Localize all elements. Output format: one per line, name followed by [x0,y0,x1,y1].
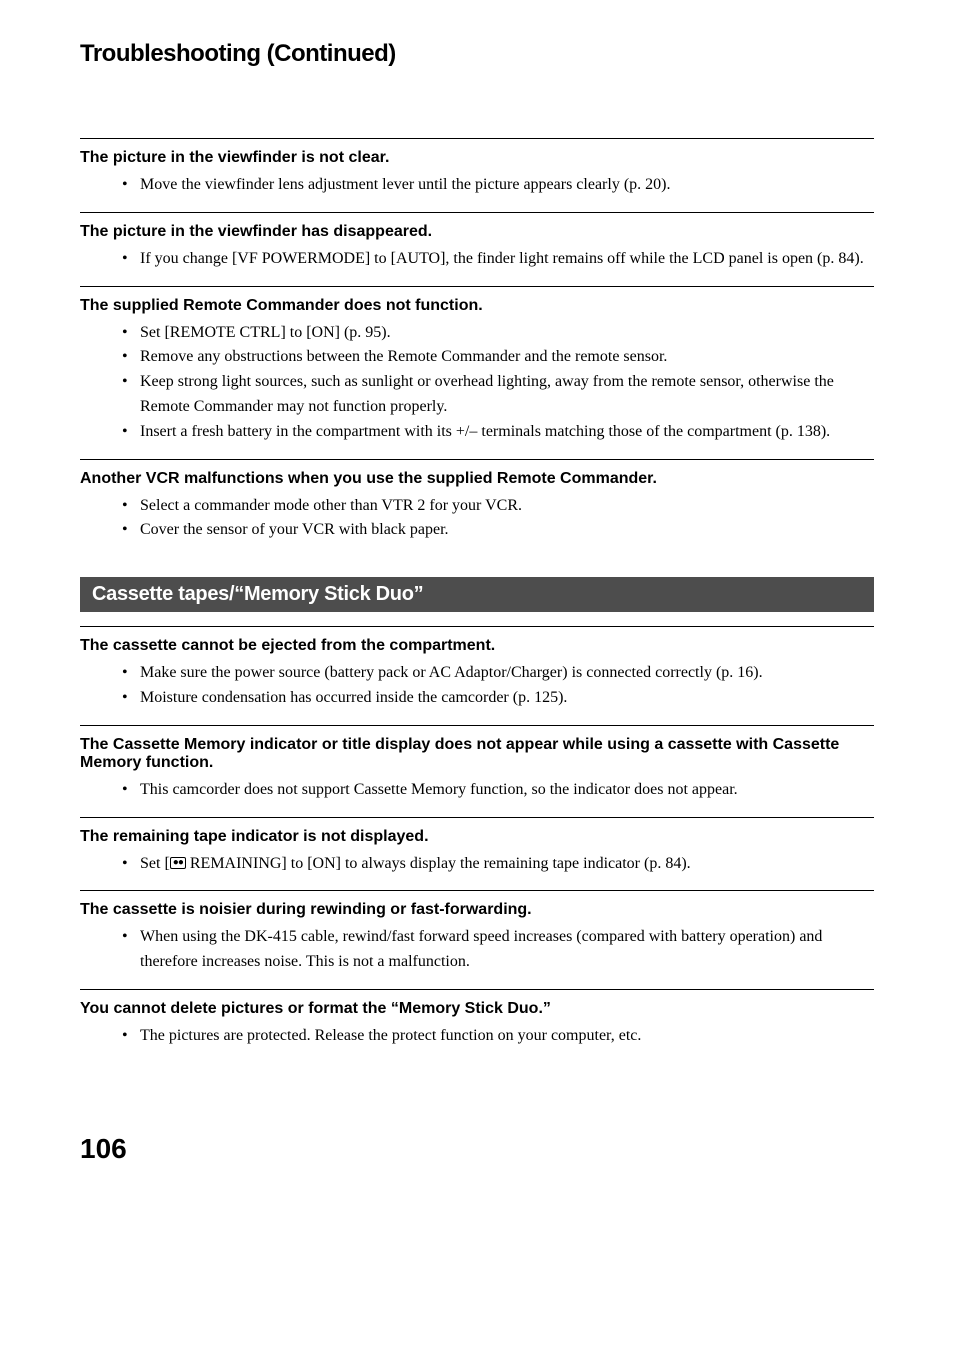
bullet-item: Insert a fresh battery in the compartmen… [140,420,874,445]
issue-heading: The remaining tape indicator is not disp… [80,828,874,846]
bullet-item: Set [REMOTE CTRL] to [ON] (p. 95). [140,321,874,346]
bullet-list: If you change [VF POWERMODE] to [AUTO], … [80,247,874,272]
issue-block: Another VCR malfunctions when you use th… [80,459,874,558]
issue-heading: The supplied Remote Commander does not f… [80,297,874,315]
issue-heading: The picture in the viewfinder has disapp… [80,223,874,241]
bullet-list: Set [●● REMAINING] to [ON] to always dis… [80,852,874,877]
bullet-item: If you change [VF POWERMODE] to [AUTO], … [140,247,874,272]
section-bar-cassette: Cassette tapes/“Memory Stick Duo” [80,577,874,612]
issue-block: The Cassette Memory indicator or title d… [80,725,874,817]
bullet-item: Keep strong light sources, such as sunli… [140,370,874,420]
title-main: Troubleshooting [80,40,260,67]
bullet-item: Move the viewfinder lens adjustment leve… [140,173,874,198]
issue-heading: The picture in the viewfinder is not cle… [80,149,874,167]
bullet-list: Set [REMOTE CTRL] to [ON] (p. 95).Remove… [80,321,874,445]
issue-block: You cannot delete pictures or format the… [80,989,874,1063]
issue-block: The cassette is noisier during rewinding… [80,890,874,989]
bullet-list: This camcorder does not support Cassette… [80,778,874,803]
bullet-item: The pictures are protected. Release the … [140,1024,874,1049]
bullet-item: Moisture condensation has occurred insid… [140,686,874,711]
bullet-item: Set [●● REMAINING] to [ON] to always dis… [140,852,874,877]
issue-heading: The Cassette Memory indicator or title d… [80,736,874,772]
issue-block: The remaining tape indicator is not disp… [80,817,874,891]
bullet-item: Select a commander mode other than VTR 2… [140,494,874,519]
bullet-list: When using the DK-415 cable, rewind/fast… [80,925,874,975]
issue-block: The supplied Remote Commander does not f… [80,286,874,459]
bullet-item: Make sure the power source (battery pack… [140,661,874,686]
bullet-item: When using the DK-415 cable, rewind/fast… [140,925,874,975]
issue-heading: You cannot delete pictures or format the… [80,1000,874,1018]
bullet-item: Cover the sensor of your VCR with black … [140,518,874,543]
bullet-list: Select a commander mode other than VTR 2… [80,494,874,544]
page-number: 106 [80,1133,874,1165]
issue-heading: The cassette is noisier during rewinding… [80,901,874,919]
issue-heading: The cassette cannot be ejected from the … [80,637,874,655]
page-title: Troubleshooting (Continued) [80,40,874,68]
bullet-list: Make sure the power source (battery pack… [80,661,874,711]
bullet-list: The pictures are protected. Release the … [80,1024,874,1049]
bullet-item: Remove any obstructions between the Remo… [140,345,874,370]
issue-block: The picture in the viewfinder has disapp… [80,212,874,286]
issue-block: The picture in the viewfinder is not cle… [80,138,874,212]
issue-heading: Another VCR malfunctions when you use th… [80,470,874,488]
title-suffix: (Continued) [267,40,396,67]
bullet-list: Move the viewfinder lens adjustment leve… [80,173,874,198]
bullet-item: This camcorder does not support Cassette… [140,778,874,803]
issue-block: The cassette cannot be ejected from the … [80,626,874,725]
